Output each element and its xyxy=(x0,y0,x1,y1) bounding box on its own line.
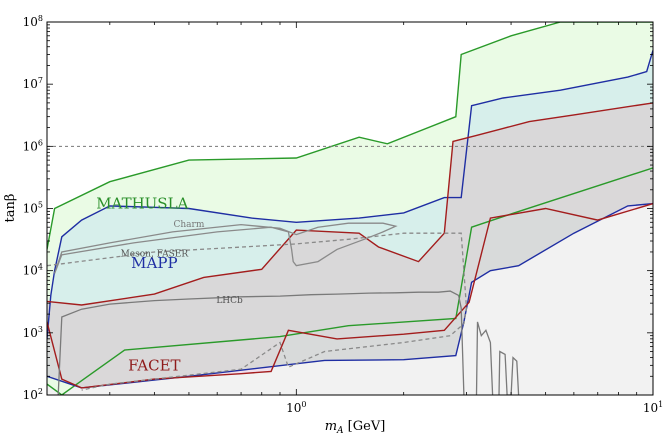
label-mapp: MAPP xyxy=(131,254,177,272)
label-facet: FACET xyxy=(128,356,180,374)
x-tick-label: 100 xyxy=(286,400,306,415)
y-tick-label: 107 xyxy=(23,76,43,91)
region-lower-mathusla xyxy=(47,167,653,395)
contour-extra-4 xyxy=(498,350,520,395)
x-axis-label-var: m xyxy=(325,419,337,434)
y-axis-label: tanβ xyxy=(3,194,18,223)
excluded-region xyxy=(47,203,653,395)
contour-charm xyxy=(53,222,398,274)
y-tick-label: 105 xyxy=(23,201,43,216)
contour-lhcb xyxy=(57,290,465,395)
x-tick-label: 101 xyxy=(643,400,663,415)
region-overlap-facet-mapp xyxy=(47,102,653,388)
x-axis-label-sub: A xyxy=(336,426,344,436)
x-axis-label-unit: [GeV] xyxy=(344,419,386,434)
contour-meson-faser xyxy=(47,232,468,391)
y-tick-label: 104 xyxy=(23,263,43,278)
y-tick-label: 102 xyxy=(23,387,43,402)
regions xyxy=(47,22,653,395)
y-tick-label: 106 xyxy=(23,138,43,153)
region-lower-facet xyxy=(47,202,653,389)
label-lhcb: LHCb xyxy=(216,296,243,306)
region-upper-mathusla xyxy=(47,22,653,250)
x-axis-label: mA [GeV] xyxy=(325,419,386,436)
region-upper-facet xyxy=(47,102,653,306)
y-tick-label: 108 xyxy=(23,14,43,29)
label-mathusla: MATHUSLA xyxy=(96,195,188,213)
ticks: 100 101 102 103 104 105 106 107 108 xyxy=(23,14,664,415)
y-tick-label: 103 xyxy=(23,325,43,340)
label-meson-faser: Meson, FASER xyxy=(121,249,189,259)
contours xyxy=(47,222,520,395)
label-charm: Charm xyxy=(173,220,204,230)
region-upper-mapp xyxy=(47,50,653,339)
region-labels: MATHUSLA MAPP FACET Charm Meson, FASER LHCb xyxy=(96,195,243,375)
contour-extra-3 xyxy=(475,321,494,395)
